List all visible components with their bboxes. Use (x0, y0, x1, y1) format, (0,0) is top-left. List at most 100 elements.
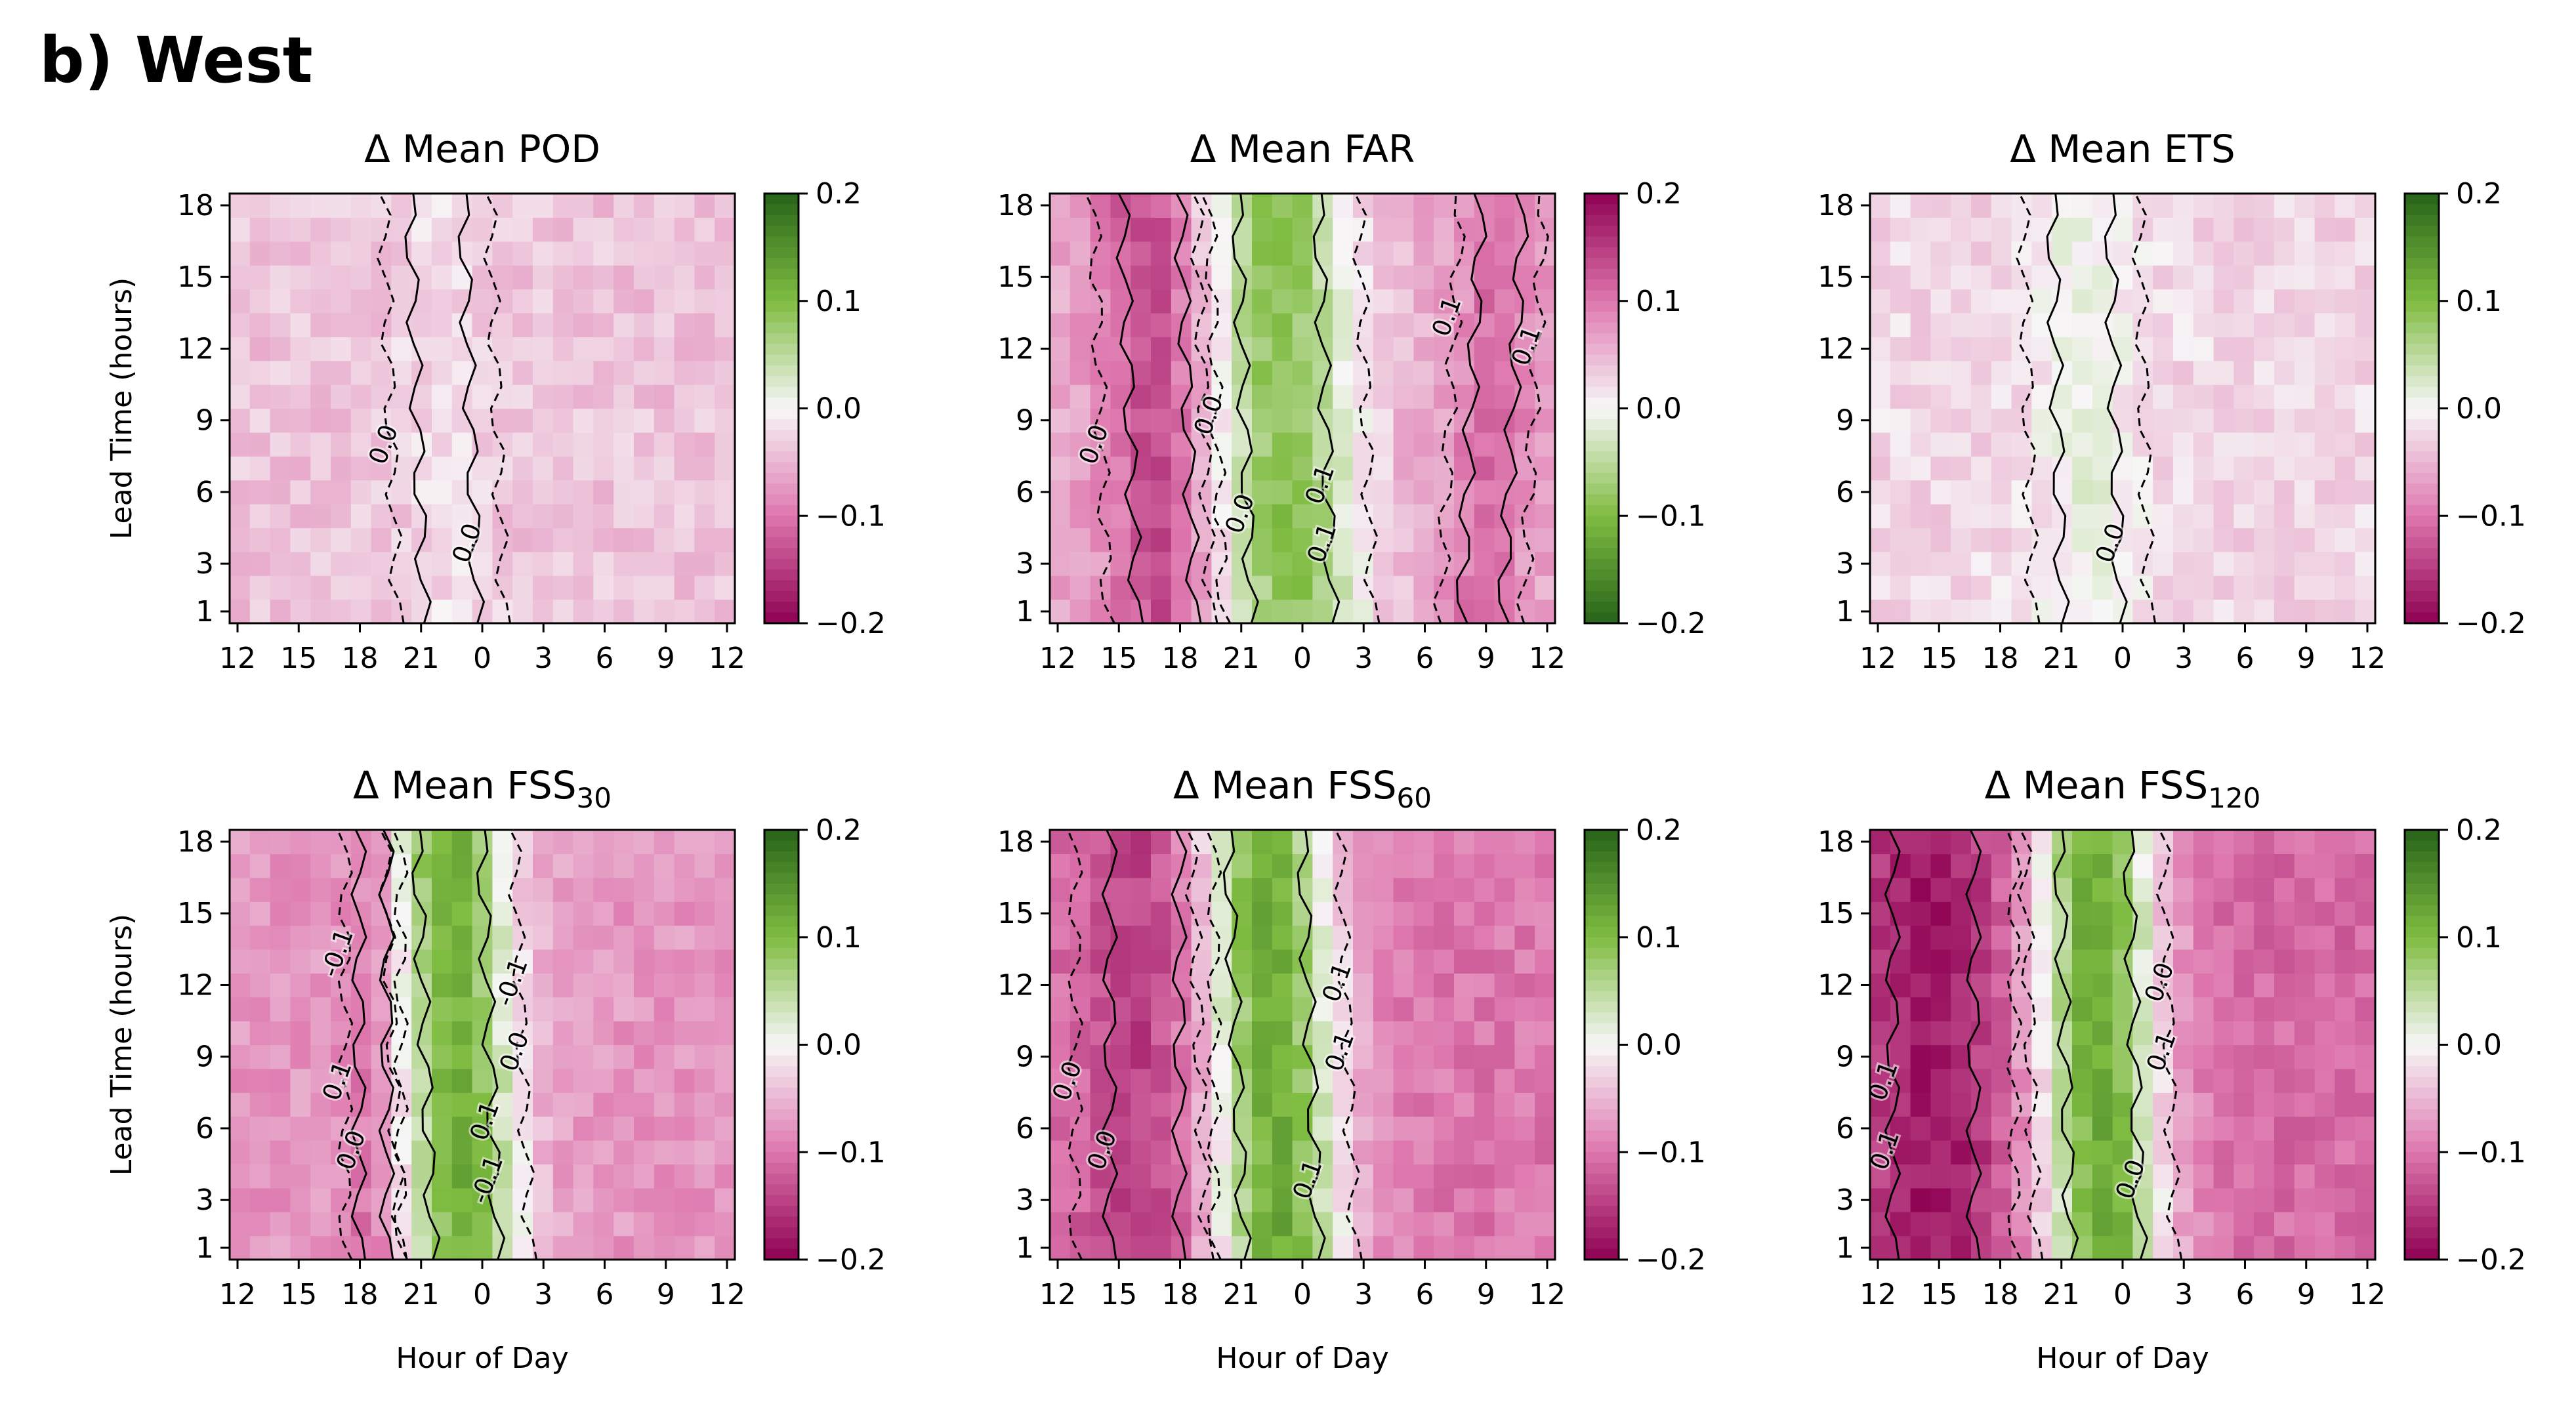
heatmap-cell (1991, 877, 2012, 902)
heatmap-cell (654, 265, 675, 290)
heatmap-cell (290, 504, 311, 529)
heatmap-cell (350, 1235, 372, 1260)
heatmap-cell (1171, 1021, 1192, 1046)
heatmap-cell (1434, 1187, 1455, 1212)
heatmap-cell (715, 312, 736, 337)
heatmap-cell (230, 949, 251, 974)
heatmap-cell (1413, 312, 1434, 337)
heatmap-cell (1050, 527, 1071, 552)
heatmap-cell (1252, 1212, 1273, 1237)
heatmap-cell (654, 432, 675, 457)
heatmap-cell (1292, 551, 1313, 576)
heatmap-cell (533, 1212, 554, 1237)
heatmap-cell (593, 241, 614, 266)
heatmap-cell (1373, 853, 1394, 878)
heatmap-cell (1535, 217, 1556, 242)
colorbar-segment (1585, 590, 1619, 603)
heatmap-cell (2173, 289, 2194, 314)
heatmap-cell (270, 830, 291, 854)
heatmap-cell (1930, 217, 1951, 242)
contour-line (1173, 193, 1202, 624)
heatmap-cell (1951, 527, 1972, 552)
heatmap-cell (1353, 1021, 1374, 1046)
heatmap-cell (2031, 265, 2052, 290)
heatmap-cell (331, 1140, 352, 1165)
heatmap-cell (1870, 901, 1891, 926)
colorbar-segment (2405, 894, 2439, 906)
heatmap-cell (2213, 830, 2234, 854)
heatmap-cell (1050, 997, 1071, 1021)
heatmap-cell (1413, 408, 1434, 433)
heatmap-cell (1930, 241, 1951, 266)
heatmap-cell (1312, 853, 1333, 878)
colorbar-segment (2405, 862, 2439, 874)
heatmap-cell (1333, 384, 1354, 409)
heatmap-cell (2153, 1212, 2174, 1237)
heatmap-cell (2193, 830, 2214, 854)
heatmap-cell (1353, 480, 1374, 504)
heatmap-cell (472, 456, 493, 481)
heatmap-cell (391, 877, 412, 902)
heatmap-cell (533, 997, 554, 1021)
heatmap-cell (1050, 504, 1071, 529)
heatmap-cell (1292, 853, 1313, 878)
heatmap-cell (593, 1092, 614, 1117)
heatmap-cell (1494, 265, 1515, 290)
heatmap-cell (2153, 384, 2174, 409)
heatmap-cell (1413, 504, 1434, 529)
colorbar-segment (1585, 991, 1619, 1002)
x-tick-label: 12 (709, 1278, 745, 1311)
colorbar-segment (2405, 451, 2439, 463)
heatmap-cell (2294, 1092, 2316, 1117)
heatmap-cell (1474, 1021, 1495, 1046)
heatmap-cell (1252, 1044, 1273, 1069)
heatmap-cell (1252, 925, 1273, 950)
heatmap-cell (1454, 1212, 1475, 1237)
heatmap-cell (674, 360, 695, 385)
colorbar: 0.20.10.0−0.1−0.2 (1583, 813, 1706, 1277)
heatmap-cell (290, 217, 311, 242)
heatmap-cell (1910, 1044, 1931, 1069)
heatmap-cell (552, 925, 574, 950)
heatmap-cell (1272, 408, 1293, 433)
heatmap-cell (2254, 217, 2275, 242)
heatmap-cell (1890, 504, 1911, 529)
heatmap-cell (2092, 527, 2113, 552)
heatmap-cell (1353, 877, 1374, 902)
heatmap-cell (552, 360, 574, 385)
heatmap-cell (2031, 1212, 2052, 1237)
heatmap-cell (2355, 925, 2376, 950)
heatmap-cell (2254, 1235, 2275, 1260)
colorbar-segment (2405, 926, 2439, 938)
heatmap-cell (2254, 973, 2275, 998)
heatmap-cell (249, 997, 271, 1021)
heatmap-cell (492, 551, 513, 576)
heatmap-cell (1373, 408, 1394, 433)
heatmap-cell (2233, 1235, 2254, 1260)
heatmap-cell (2153, 408, 2174, 433)
heatmap-cell (432, 432, 453, 457)
heatmap-cell (2314, 408, 2335, 433)
heatmap-cell (2011, 1068, 2032, 1093)
heatmap-cell (472, 217, 493, 242)
heatmap-cell (1951, 551, 1972, 576)
heatmap-cell (1211, 194, 1232, 218)
heatmap-cell (1393, 217, 1414, 242)
heatmap-cell (290, 337, 311, 361)
colorbar-tick-label: −0.1 (816, 499, 886, 533)
heatmap-cell (230, 901, 251, 926)
heatmap-cell (613, 599, 634, 624)
heatmap-cell (1494, 853, 1515, 878)
heatmap-cell (1151, 830, 1172, 854)
heatmap-cell (593, 853, 614, 878)
heatmap-cell (593, 551, 614, 576)
heatmap-cell (230, 337, 251, 361)
heatmap-cell (1413, 1187, 1434, 1212)
heatmap-cell (331, 599, 352, 624)
heatmap-cell (1910, 384, 1931, 409)
heatmap-cell (552, 432, 574, 457)
heatmap-cell (492, 1212, 513, 1237)
heatmap-cell (411, 1187, 432, 1212)
heatmap-cell (2052, 1235, 2073, 1260)
heatmap-cell (1910, 194, 1931, 218)
